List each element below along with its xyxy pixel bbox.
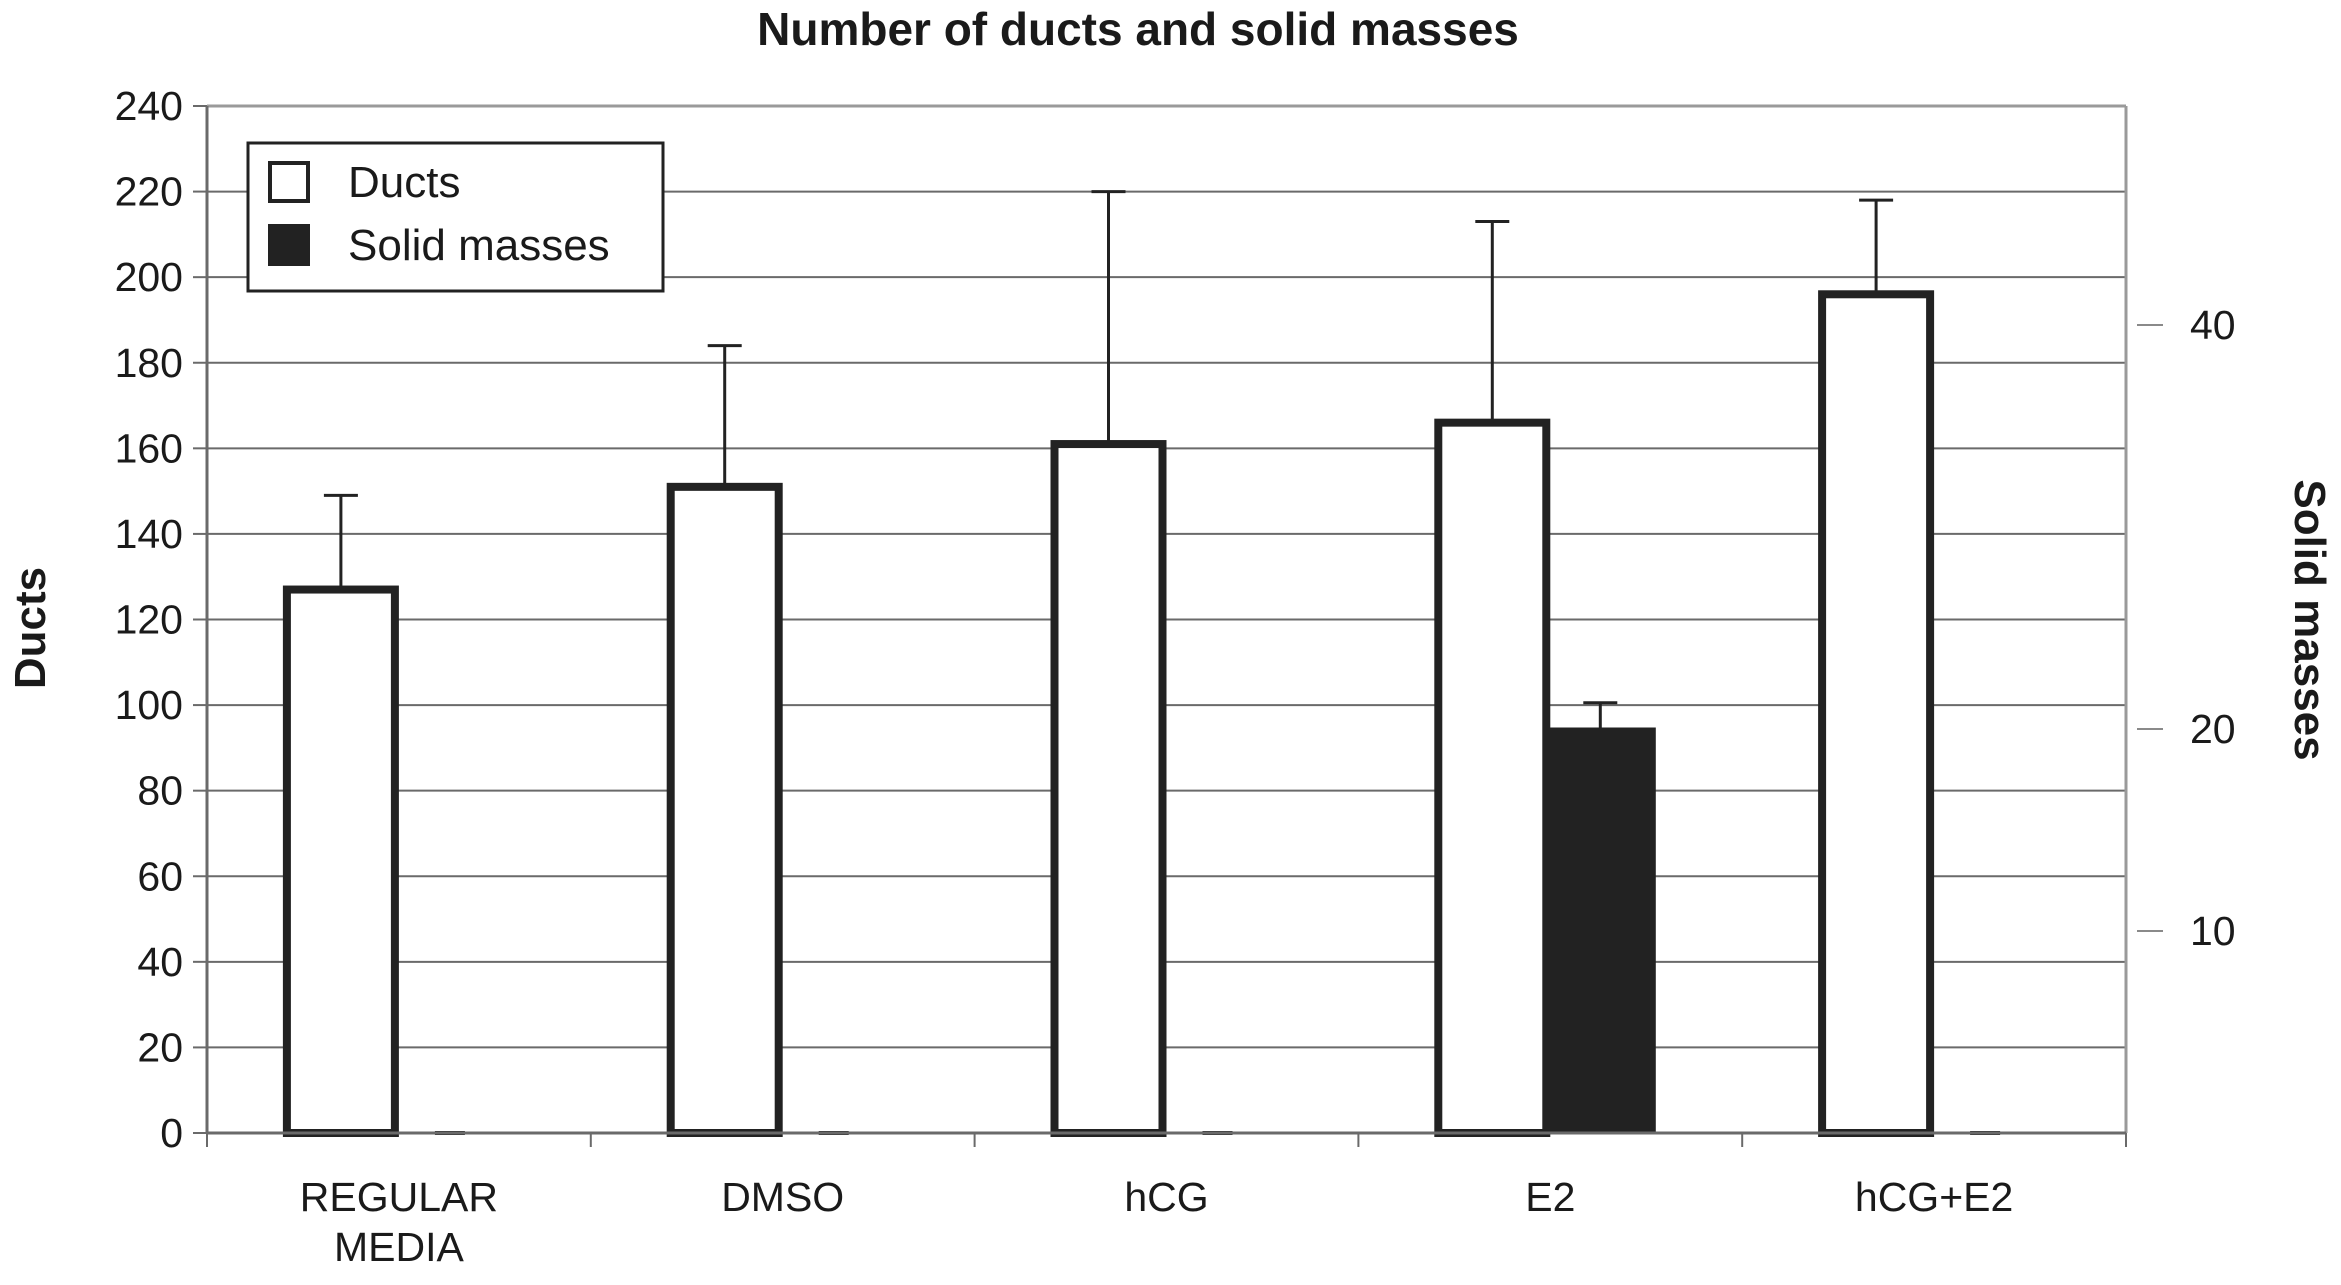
y-tick-label: 200 — [115, 254, 183, 300]
y-tick-label: 220 — [115, 169, 183, 215]
y2-tick-label: 20 — [2190, 706, 2236, 752]
category-label: E2 — [1525, 1174, 1575, 1220]
bars — [282, 290, 2001, 1138]
right-axis-ticks: 10 20 40 — [2137, 302, 2236, 954]
bar-ducts — [1434, 418, 1551, 1137]
plot-frame — [207, 104, 2128, 1133]
category-labels: REGULAR MEDIA DMSO hCG E2 hCG+E2 — [300, 1174, 2014, 1270]
bar-ducts — [1818, 290, 1935, 1137]
y-tick-label: 160 — [115, 425, 183, 471]
y-tick-label: 20 — [137, 1024, 183, 1070]
y-tick-label: 60 — [137, 853, 183, 899]
bar-solid-masses — [1544, 727, 1656, 1135]
y-tick-label: 180 — [115, 340, 183, 386]
bar-ducts — [1050, 440, 1167, 1138]
y-tick-label: 100 — [115, 682, 183, 728]
category-label: DMSO — [721, 1174, 844, 1220]
bar-ducts — [666, 482, 783, 1137]
chart-title: Number of ducts and solid masses — [757, 3, 1519, 55]
y-tick-label: 120 — [115, 597, 183, 643]
error-bars — [323, 190, 1894, 729]
legend-box — [246, 141, 665, 293]
legend-label-ducts: Ducts — [348, 158, 460, 207]
legend-label-solid-masses: Solid masses — [348, 221, 610, 270]
category-label: REGULAR MEDIA — [300, 1174, 498, 1270]
y-tick-label: 80 — [137, 768, 183, 814]
category-label-line: REGULAR — [300, 1174, 498, 1220]
category-label: hCG+E2 — [1855, 1174, 2013, 1220]
left-axis-label: Ducts — [6, 567, 55, 689]
y2-tick-label: 10 — [2190, 908, 2236, 954]
category-label-line: DMSO — [721, 1174, 844, 1220]
y-tick-label: 140 — [115, 511, 183, 557]
legend: Ducts Solid masses — [246, 141, 665, 293]
category-label-line: hCG — [1124, 1174, 1208, 1220]
y2-tick-label: 40 — [2190, 302, 2236, 348]
left-axis-ticks: 0 20 40 60 80 100 120 140 160 180 200 220 240 — [115, 83, 207, 1156]
category-label-line: MEDIA — [334, 1224, 465, 1270]
legend-swatch-ducts — [268, 161, 310, 203]
y-tick-label: 240 — [115, 83, 183, 129]
y-tick-label: 0 — [160, 1110, 183, 1156]
category-label-line: hCG+E2 — [1855, 1174, 2013, 1220]
legend-swatch-solid-masses — [268, 224, 310, 266]
y-tick-label: 40 — [137, 939, 183, 985]
bar-ducts — [282, 585, 399, 1137]
category-label: hCG — [1124, 1174, 1208, 1220]
category-label-line: E2 — [1525, 1174, 1575, 1220]
right-axis-label: Solid masses — [2285, 479, 2334, 760]
